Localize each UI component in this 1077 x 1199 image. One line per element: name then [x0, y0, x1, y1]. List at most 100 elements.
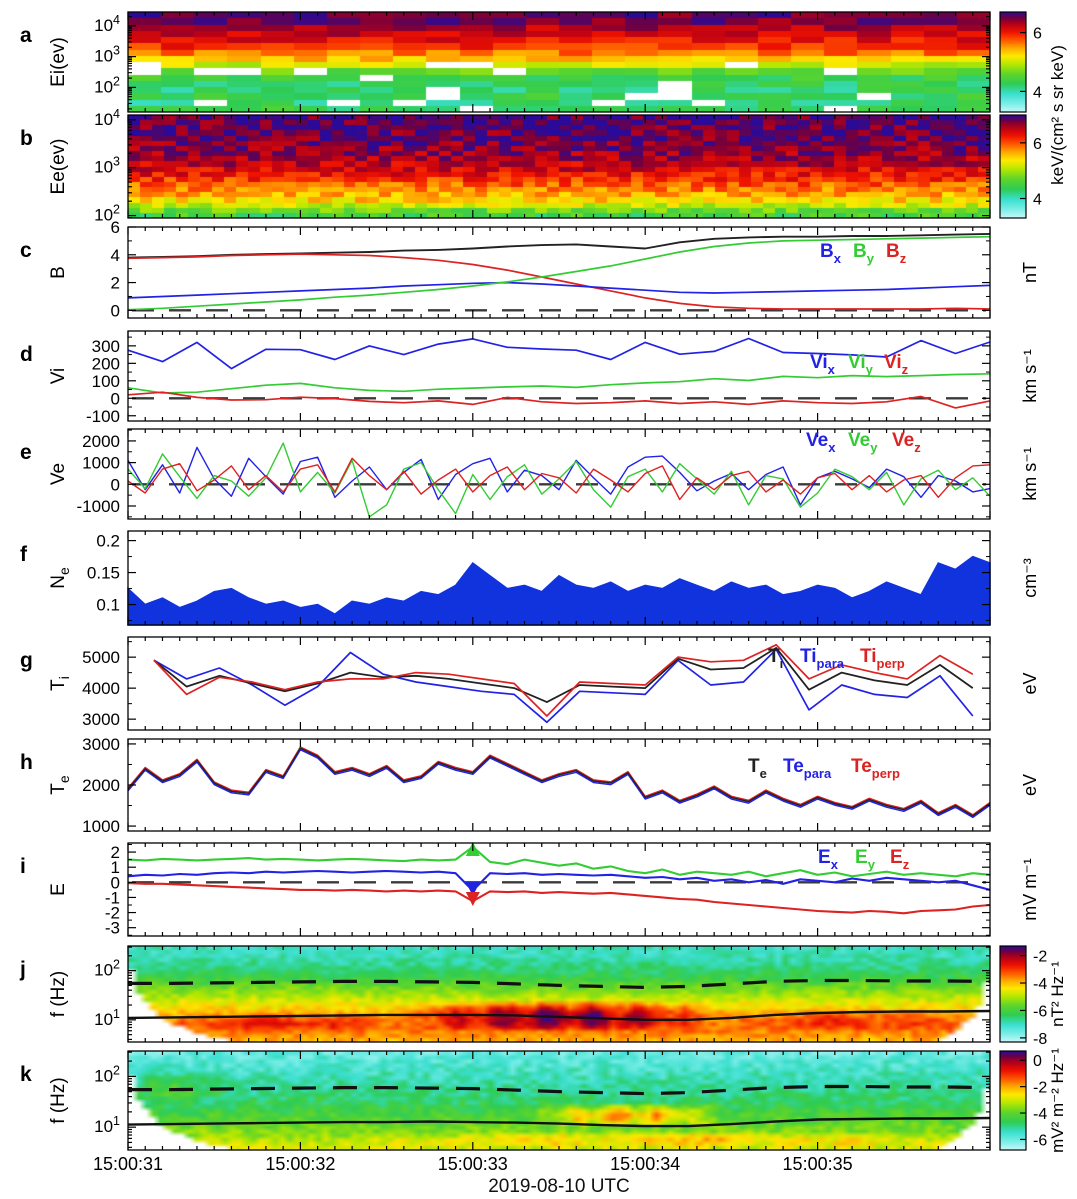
y-tick-label: 2 — [111, 843, 120, 862]
area-series-Ne — [127, 555, 991, 626]
unit-label-e: km s⁻¹ — [1020, 447, 1040, 501]
panel-letter-d: d — [20, 343, 33, 366]
panel-frame — [127, 530, 991, 626]
y-tick-label: 0 — [111, 389, 120, 408]
panel-b: 102 103 104 b Ee(ev) 4 6 — [20, 107, 1042, 225]
overlay-line-dashed — [128, 978, 991, 990]
series-line-Vez — [127, 457, 991, 501]
x-axis: 15:00:31 15:00:32 15:00:33 15:00:34 15:00:35 — [93, 1154, 853, 1174]
panel-frame — [127, 11, 991, 113]
y-tick-label: 5000 — [82, 648, 120, 667]
colorbar-tick-label: -8 — [1033, 1031, 1047, 1048]
x-tick-label: 15:00:33 — [438, 1154, 508, 1174]
panel-frame — [127, 636, 991, 731]
y-tick-label: -3 — [105, 919, 120, 938]
panel-e: -1000 0 1000 2000 e Ve km s⁻¹ Vex Vey Vez — [20, 428, 1040, 520]
series-line-Tiperp — [153, 643, 974, 717]
legend-item-Ex: Ex — [818, 847, 839, 872]
colorbar-tick-label: -4 — [1033, 1106, 1047, 1123]
y-tick-label: 0.2 — [96, 532, 120, 551]
series-line-Teperp — [127, 746, 991, 816]
y-tick-label: 1 — [111, 858, 120, 877]
y-tick-label: 102 — [94, 74, 120, 96]
panel-frame — [127, 428, 991, 520]
panel-letter-k: k — [20, 1063, 32, 1086]
y-tick-label: -1 — [105, 888, 120, 907]
x-axis-date-label: 2019-08-10 UTC — [488, 1176, 630, 1197]
colorbar-k — [999, 1050, 1027, 1151]
legend-item-Te: Te — [748, 756, 767, 781]
x-tick-label: 15:00:35 — [783, 1154, 853, 1174]
y-tick-label: 1000 — [82, 817, 120, 836]
spike-marker — [465, 891, 480, 906]
legend-item-Vey: Vey — [848, 430, 878, 455]
y-tick-label: 4 — [111, 246, 120, 265]
y-tick-label: 200 — [92, 354, 120, 373]
panel-k: 101 102 k f (Hz) -6 -4 -2 0 mV² m⁻² Hz⁻¹ — [20, 1048, 1067, 1153]
y-tick-label: 4000 — [82, 679, 120, 698]
series-line-By — [127, 235, 991, 311]
colorbar-tick-label: -6 — [1033, 1132, 1047, 1149]
unit-label-g: eV — [1020, 672, 1040, 694]
legend-item-Bz: Bz — [886, 241, 907, 266]
overlay-line-solid — [127, 1009, 991, 1021]
panel-letter-a: a — [20, 24, 32, 47]
colorbar-tick-label: 6 — [1033, 136, 1042, 153]
panel-g: 3000 4000 5000 g Ti eV Ti Tipara Tiperp — [20, 636, 1040, 731]
legend-item-Tipara: Tipara — [800, 646, 845, 671]
y-tick-label: 1000 — [82, 454, 120, 473]
colorbar-tick-label: -6 — [1033, 1003, 1047, 1020]
unit-label-d: km s⁻¹ — [1020, 349, 1040, 403]
legend-item-Tepara: Tepara — [783, 756, 832, 781]
colorbar-unit-k: mV² m⁻² Hz⁻¹ — [1048, 1048, 1067, 1153]
colorbar-tick-label: 4 — [1033, 84, 1042, 101]
y-axis-label-j: f (Hz) — [48, 971, 69, 1017]
colorbar-unit-j: nT² Hz⁻¹ — [1048, 961, 1067, 1027]
panel-h: 1000 2000 3000 h Te eV Te Tepara Teperp — [20, 735, 1040, 836]
colorbar-tick-label: -2 — [1033, 1080, 1047, 1097]
y-tick-label: 2000 — [82, 776, 120, 795]
unit-label-i: mV m⁻¹ — [1020, 858, 1040, 921]
legend-item-Vez: Vez — [892, 430, 921, 455]
y-tick-label: 0.1 — [96, 596, 120, 615]
y-axis-label-g: Ti — [48, 676, 72, 691]
panel-frame — [127, 330, 991, 422]
series-line-Tepara — [127, 748, 991, 819]
y-axis-label-e: Ve — [48, 463, 69, 485]
x-tick-label: 15:00:31 — [93, 1154, 163, 1174]
series-line-Ex — [127, 869, 991, 892]
y-axis-label-k: f (Hz) — [48, 1077, 69, 1123]
panel-frame — [127, 945, 991, 1043]
y-tick-label: 104 — [94, 107, 120, 129]
panel-f: 0.1 0.15 0.2 f Ne cm⁻³ — [20, 530, 1040, 626]
y-tick-label: 103 — [94, 44, 120, 66]
y-tick-label: 103 — [94, 155, 120, 177]
y-tick-label: 2 — [111, 274, 120, 293]
series-line-Vey — [127, 442, 991, 518]
panel-letter-c: c — [20, 239, 32, 262]
overlay-line-solid — [127, 1116, 991, 1128]
series-line-Viy — [127, 372, 991, 394]
spike-marker — [465, 882, 480, 897]
y-axis-label-i: E — [48, 883, 69, 896]
y-tick-label: 101 — [94, 1114, 120, 1136]
series-line-Bz — [127, 253, 991, 310]
y-tick-label: 100 — [92, 372, 120, 391]
panel-letter-e: e — [20, 441, 32, 464]
series-line-Vix — [127, 337, 991, 370]
legend-item-Ez: Ez — [890, 847, 910, 872]
legend-item-Tiperp: Tiperp — [860, 646, 905, 671]
y-axis-label-a: Ei(ev) — [48, 37, 69, 87]
unit-label-c: nT — [1020, 262, 1040, 283]
panel-letter-h: h — [20, 751, 33, 774]
panel-frame — [127, 1050, 991, 1151]
y-tick-label: 6 — [111, 218, 120, 237]
legend-item-Bx: Bx — [820, 241, 842, 266]
legend-item-Ey: Ey — [855, 847, 876, 872]
series-line-Ey — [127, 845, 991, 878]
series-line-Tipara — [153, 648, 974, 724]
panel-a: 102 103 104 a Ei(ev) 4 6 keV/(cm² s sr keV) — [20, 11, 1067, 185]
